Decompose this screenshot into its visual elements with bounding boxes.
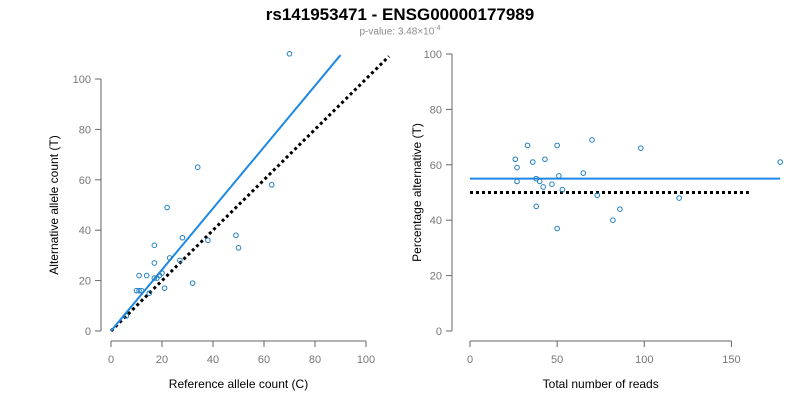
data-point <box>529 159 536 165</box>
data-point <box>514 178 520 185</box>
y-axis-label: Alternative allele count (T) <box>47 135 61 274</box>
x-tick-label: 150 <box>722 354 740 366</box>
y-tick-label: 100 <box>73 74 91 86</box>
x-tick-label: 80 <box>309 354 321 366</box>
data-point <box>133 287 140 294</box>
data-point <box>554 142 560 149</box>
data-point <box>136 287 142 294</box>
chart-title: rs141953471 - ENSG00000177989 <box>265 5 535 24</box>
data-point <box>777 159 784 165</box>
data-point <box>554 225 560 232</box>
data-point <box>136 272 142 279</box>
y-tick-label: 80 <box>430 104 442 116</box>
data-point <box>514 164 520 171</box>
x-axis-label: Total number of reads <box>543 377 659 391</box>
x-tick-label: 0 <box>467 354 473 366</box>
y-tick-label: 100 <box>424 49 442 61</box>
data-point <box>151 260 158 266</box>
y-tick-label: 20 <box>79 276 91 288</box>
y-tick-label: 40 <box>430 215 442 227</box>
data-point <box>166 255 173 261</box>
data-point <box>559 186 566 193</box>
x-tick-label: 0 <box>108 354 114 366</box>
data-point <box>524 142 531 149</box>
data-point <box>542 156 548 163</box>
y-tick-label: 40 <box>79 225 91 237</box>
data-point <box>146 290 153 297</box>
data-point <box>617 206 623 212</box>
data-point <box>533 203 540 210</box>
y-tick-label: 20 <box>430 271 442 283</box>
data-point <box>161 285 168 291</box>
data-point <box>512 156 519 163</box>
y-tick-label: 80 <box>79 124 91 136</box>
data-point <box>286 51 293 57</box>
data-point <box>594 192 601 199</box>
y-tick-label: 60 <box>79 175 91 187</box>
data-point <box>610 217 616 223</box>
fit-line <box>110 54 342 332</box>
x-tick-label: 50 <box>551 354 563 366</box>
data-point <box>205 237 211 244</box>
data-point <box>123 313 130 319</box>
data-point <box>179 234 186 241</box>
allele-count-scatter-plot: 0 20 40 60 80 100 0 20 40 60 80 100 Reference allele… <box>47 51 391 391</box>
y-tick-label: 0 <box>436 326 442 338</box>
x-tick-label: 100 <box>635 354 653 366</box>
data-point <box>159 270 165 276</box>
x-tick-label: 20 <box>156 354 168 366</box>
data-point <box>638 145 644 151</box>
data-point <box>268 182 275 188</box>
data-point <box>177 257 183 264</box>
data-point <box>151 242 158 249</box>
x-tick-label: 40 <box>207 354 219 366</box>
data-point <box>536 178 543 185</box>
p-value-exponent: -4 <box>434 25 441 32</box>
data-point <box>589 137 595 143</box>
data-point <box>143 272 150 279</box>
y-tick-label: 60 <box>430 160 442 172</box>
data-point <box>556 173 562 179</box>
data-point <box>164 204 170 211</box>
y-axis-label: Percentage alternative (T) <box>410 123 424 262</box>
percentage-alternative-scatter-plot: 0 50 100 150 0 20 40 60 80 100 Total number of rea… <box>410 49 784 391</box>
data-point <box>580 170 587 176</box>
p-value-subtitle: p-value: 3.48×10-4 <box>0 25 800 37</box>
x-tick-label: 100 <box>357 354 375 366</box>
data-point <box>194 164 201 170</box>
p-value-mantissa: 3.48 <box>397 26 418 38</box>
data-point <box>235 245 242 251</box>
data-point <box>151 275 158 281</box>
reference-line <box>109 55 391 333</box>
x-axis-label: Reference allele count (C) <box>169 377 308 391</box>
data-point <box>189 280 196 286</box>
p-value-times: ×10 <box>417 26 435 38</box>
y-tick-label: 0 <box>85 326 91 338</box>
x-tick-label: 60 <box>258 354 270 366</box>
data-point <box>549 181 555 187</box>
data-point <box>540 184 546 190</box>
data-point <box>533 175 540 182</box>
data-point <box>138 287 145 294</box>
data-point <box>676 195 682 201</box>
data-point <box>233 232 239 239</box>
p-value-label: p-value: <box>359 26 398 38</box>
